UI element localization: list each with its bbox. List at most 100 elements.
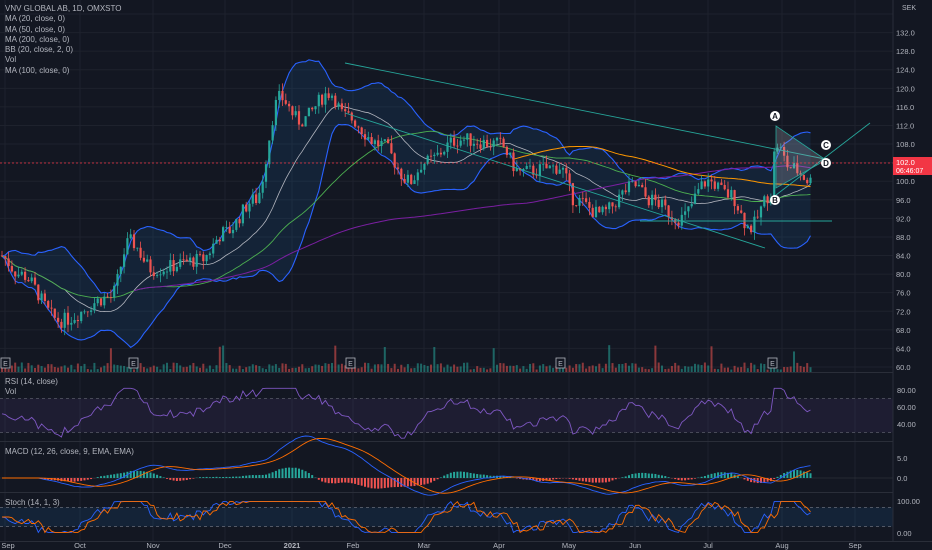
macd-histogram-bar bbox=[152, 473, 155, 478]
volume-bar bbox=[624, 363, 627, 372]
candle-body bbox=[512, 152, 515, 172]
volume-bar bbox=[360, 367, 363, 372]
stoch-title[interactable]: Stoch (14, 1, 3) bbox=[5, 498, 60, 507]
macd-histogram-bar bbox=[139, 470, 142, 478]
candle-body bbox=[251, 194, 254, 204]
macd-histogram-bar bbox=[123, 472, 126, 478]
macd-histogram-bar bbox=[350, 478, 353, 484]
macd-histogram-bar bbox=[364, 478, 366, 487]
macd-histogram-bar bbox=[760, 478, 762, 483]
macd-histogram-bar bbox=[690, 478, 693, 480]
candle-body bbox=[462, 139, 466, 141]
legend-ma200[interactable]: MA (200, close, 0) bbox=[5, 34, 70, 44]
bb-lower-line bbox=[1, 123, 811, 349]
channel-lower bbox=[344, 112, 766, 249]
macd-histogram-bar bbox=[667, 477, 670, 478]
volume-bar bbox=[136, 368, 139, 372]
macd-histogram-bar bbox=[519, 478, 522, 479]
legend-ma20[interactable]: MA (20, close, 0) bbox=[5, 14, 66, 24]
macd-histogram-bar bbox=[162, 477, 165, 478]
macd-histogram-bar bbox=[311, 475, 314, 478]
macd-histogram-bar bbox=[571, 478, 574, 480]
candle-body bbox=[367, 137, 370, 140]
volume-bar bbox=[146, 368, 149, 372]
macd-histogram-bar bbox=[255, 475, 258, 478]
candle-body bbox=[218, 239, 221, 242]
macd-histogram-bar bbox=[185, 478, 188, 481]
volume-bar bbox=[278, 367, 281, 372]
candle-body bbox=[99, 298, 103, 306]
volume-bar bbox=[354, 367, 357, 372]
candle-body bbox=[119, 266, 122, 274]
earnings-marker bbox=[767, 357, 778, 369]
macd-histogram-bar bbox=[631, 473, 634, 478]
macd-histogram-bar bbox=[317, 478, 320, 480]
macd-histogram-bar bbox=[393, 478, 396, 488]
volume-bar bbox=[4, 365, 7, 372]
candle-body bbox=[802, 175, 805, 180]
rsi-title[interactable]: RSI (14, close) bbox=[5, 377, 58, 386]
candle-body bbox=[479, 144, 482, 149]
macd-histogram-bar bbox=[354, 478, 357, 484]
chart-title[interactable]: VNV GLOBAL AB, 1D, OMXSTO bbox=[5, 4, 122, 13]
macd-histogram-bar bbox=[703, 475, 706, 478]
macd-histogram-bar bbox=[793, 470, 795, 478]
macd-line bbox=[2, 435, 811, 496]
volume-bar bbox=[641, 367, 644, 372]
legend-vol[interactable]: Vol bbox=[5, 55, 17, 65]
volume-bar bbox=[195, 366, 198, 372]
volume-bar bbox=[604, 363, 607, 372]
candle-body bbox=[476, 143, 479, 145]
legend-ma100[interactable]: MA (100, close, 0) bbox=[5, 65, 70, 75]
candle-body bbox=[667, 205, 670, 218]
volume-bar bbox=[291, 367, 294, 372]
candle-body bbox=[175, 266, 178, 272]
candle-body bbox=[288, 103, 291, 107]
rsi-line bbox=[1, 387, 811, 439]
candle-body bbox=[377, 140, 380, 147]
candle-body bbox=[413, 180, 416, 184]
candle-body bbox=[608, 202, 611, 210]
price-tick-label: 92.0 bbox=[896, 214, 911, 223]
candle-body bbox=[235, 219, 238, 230]
candle-body bbox=[578, 197, 581, 206]
volume-bar bbox=[403, 367, 406, 372]
candle-body bbox=[753, 216, 756, 233]
candle-body bbox=[255, 194, 258, 203]
volume-bar bbox=[479, 367, 482, 372]
volume-bar bbox=[288, 368, 291, 372]
macd-histogram-bar bbox=[469, 472, 472, 478]
candle-body bbox=[165, 271, 169, 273]
volume-bar bbox=[83, 363, 86, 372]
macd-histogram-bar bbox=[763, 478, 766, 483]
legend-bb[interactable]: BB (20, close, 2, 0) bbox=[5, 45, 74, 55]
rsi-vol-title[interactable]: Vol bbox=[5, 387, 17, 396]
volume-bar bbox=[109, 348, 112, 372]
legend-ma50[interactable]: MA (50, close, 0) bbox=[5, 24, 66, 34]
volume-bar bbox=[496, 364, 498, 372]
volume-bar bbox=[585, 368, 588, 372]
macd-histogram-bar bbox=[360, 478, 363, 486]
macd-histogram-bar bbox=[598, 478, 601, 483]
macd-histogram-bar bbox=[367, 478, 370, 488]
macd-histogram-bar bbox=[459, 471, 462, 478]
macd-histogram-bar bbox=[453, 471, 456, 478]
macd-histogram-bar bbox=[439, 477, 442, 478]
macd-histogram-bar bbox=[387, 478, 390, 488]
macd-title[interactable]: MACD (12, 26, close, 9, EMA, EMA) bbox=[5, 447, 134, 456]
candle-body bbox=[756, 216, 759, 218]
candle-body bbox=[806, 179, 809, 184]
volume-bar bbox=[14, 362, 17, 372]
macd-histogram-bar bbox=[568, 478, 571, 479]
macd-histogram-bar bbox=[406, 478, 409, 487]
volume-bar bbox=[611, 363, 614, 372]
volume-bar bbox=[733, 365, 736, 372]
volume-bar bbox=[20, 362, 23, 372]
time-tick-label: Jun bbox=[629, 541, 641, 550]
candle-body bbox=[809, 177, 812, 184]
candle-body bbox=[113, 285, 116, 298]
macd-histogram-bar bbox=[756, 478, 759, 484]
macd-histogram-bar bbox=[677, 478, 680, 481]
volume-bar bbox=[591, 365, 594, 372]
